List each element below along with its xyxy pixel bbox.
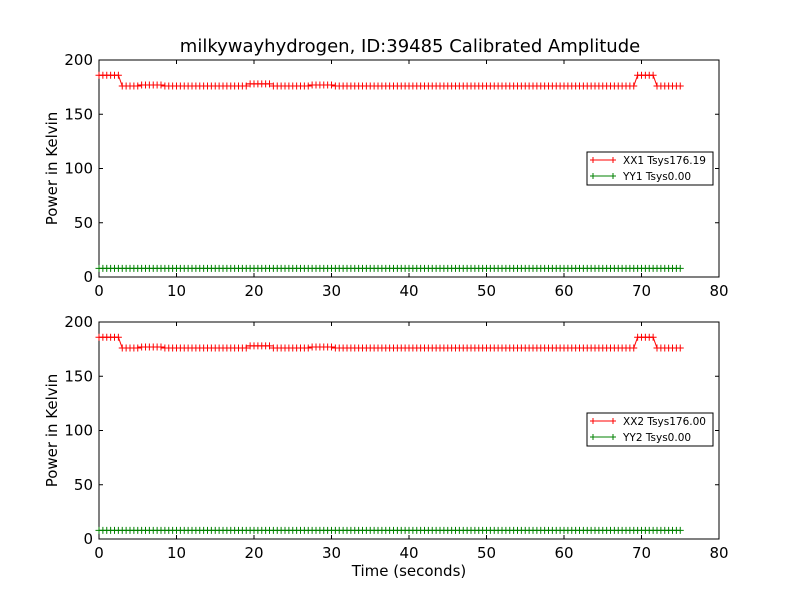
y-tick-label: 200 [64,313,93,331]
x-tick-label: 30 [322,282,341,300]
legend-marker [610,434,616,440]
data-point-marker [630,344,638,352]
chart-title: milkywayhydrogen, ID:39485 Calibrated Am… [180,36,640,57]
x-tick-label: 10 [167,544,186,562]
series-1 [95,71,684,90]
data-point-marker [304,82,312,90]
x-axis-label: Time (seconds) [351,562,467,580]
x-tick-label: 70 [632,282,651,300]
x-tick-label: 10 [167,282,186,300]
data-point-marker [676,526,684,534]
x-tick-label: 40 [399,544,418,562]
legend-marker [590,434,596,440]
x-tick-label: 40 [399,282,418,300]
legend-marker [610,173,616,179]
y-tick-label: 200 [64,51,93,69]
x-tick-label: 0 [94,282,104,300]
series-1 [95,333,684,352]
series-2 [95,526,684,534]
x-tick-label: 50 [477,544,496,562]
legend-marker [610,157,616,163]
data-point-marker [266,342,273,350]
x-tick-label: 20 [244,282,263,300]
data-point-marker [242,344,250,352]
legend-label: XX2 Tsys176.00 [623,416,706,428]
x-tick-label: 30 [322,544,341,562]
data-point-marker [266,80,273,88]
x-tick-label: 50 [477,282,496,300]
data-point-marker [114,333,122,341]
legend-marker [590,418,596,424]
legend-box [586,412,714,447]
x-tick-label: 0 [94,544,104,562]
legend-box [586,151,714,186]
plot-panel-1: 0 10 20 30 40 50 60 70 80 0 50 100 150 200 Power in Ke… [43,51,729,300]
y-tick-label: 50 [74,476,93,494]
y-tick-label: 0 [83,530,93,548]
data-point-marker [328,81,335,89]
legend: XX1 Tsys176.19 YY1 Tsys0.00 [586,151,714,186]
legend: XX2 Tsys176.00 YY2 Tsys0.00 [586,412,714,447]
data-point-marker [157,81,165,89]
data-point-marker [134,344,142,352]
data-point-marker [649,333,657,341]
data-point-marker [649,71,657,79]
x-tick-label: 80 [709,282,728,300]
x-tick-label: 80 [709,544,728,562]
legend-label: YY2 Tsys0.00 [622,432,691,444]
data-point-marker [676,264,684,272]
plot-panel-2: 0 10 20 30 40 50 60 70 80 0 50 100 150 200 Power in Ke… [43,313,729,580]
data-point-marker [304,344,312,352]
legend-marker [590,157,596,163]
y-axis-label: Power in Kelvin [43,112,61,226]
data-point-marker [328,343,335,351]
legend-marker [590,173,596,179]
y-tick-label: 150 [64,105,93,123]
y-tick-label: 100 [64,160,93,178]
legend-label: YY1 Tsys0.00 [622,171,691,183]
data-point-marker [630,82,638,90]
y-tick-label: 0 [83,268,93,286]
data-point-marker [242,82,250,90]
data-point-marker [676,82,684,90]
data-point-marker [157,343,165,351]
data-point-marker [134,82,142,90]
legend-label: XX1 Tsys176.19 [623,155,706,167]
y-tick-label: 150 [64,367,93,385]
data-point-marker [114,71,122,79]
x-tick-label: 20 [244,544,263,562]
data-point-marker [676,344,684,352]
x-tick-label: 60 [554,544,573,562]
series-2 [95,264,684,272]
x-tick-label: 60 [554,282,573,300]
x-tick-label: 70 [632,544,651,562]
y-axis-label: Power in Kelvin [43,374,61,488]
y-tick-label: 50 [74,214,93,232]
y-tick-label: 100 [64,422,93,440]
legend-marker [610,418,616,424]
